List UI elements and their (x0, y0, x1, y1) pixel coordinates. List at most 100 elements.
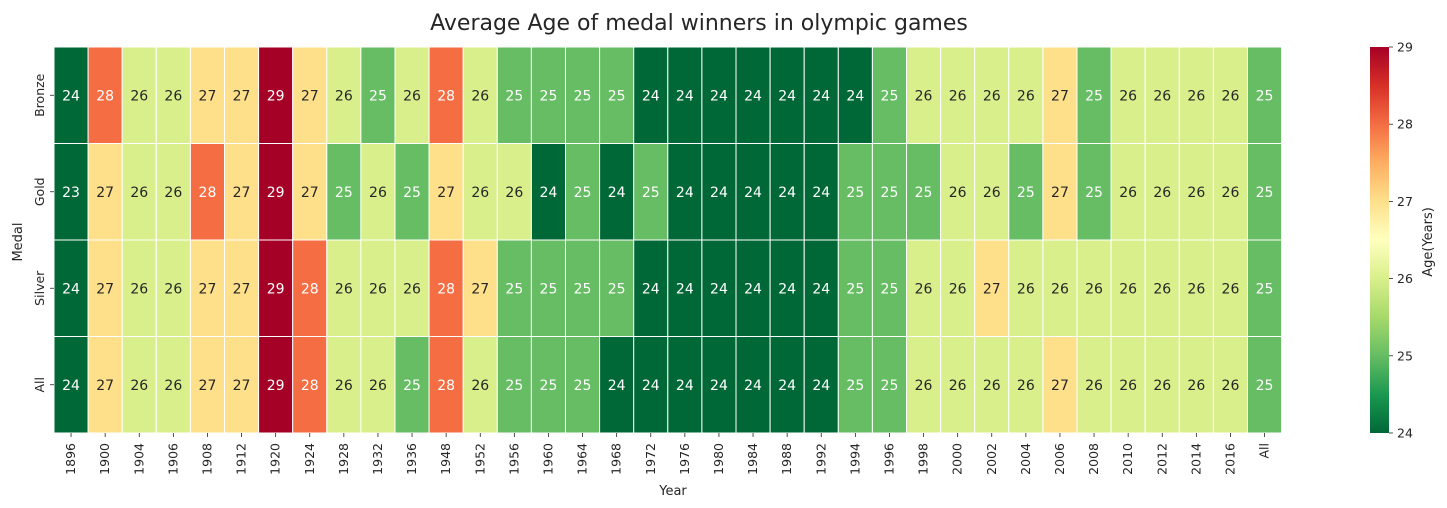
x-tick-label: All (1257, 443, 1272, 459)
cell-value-label: 26 (130, 378, 148, 394)
heatmap-cell (1076, 143, 1112, 241)
cell-value-label: 26 (1119, 88, 1137, 104)
heatmap-cell (394, 143, 430, 241)
cell-value-label: 29 (267, 88, 285, 104)
colorbar-gradient (1370, 47, 1389, 433)
cell-value-label: 26 (1187, 378, 1205, 394)
cell-value-label: 23 (62, 185, 80, 201)
cell-value-label: 25 (540, 378, 558, 394)
cell-value-label: 26 (1222, 88, 1240, 104)
cell-value-label: 24 (62, 281, 80, 297)
cell-value-label: 24 (642, 88, 660, 104)
heatmap-cell (1247, 46, 1283, 144)
cell-value-label: 25 (915, 185, 933, 201)
heatmap-cell (360, 46, 396, 144)
cell-value-label: 28 (437, 378, 455, 394)
heatmap-cell (701, 46, 737, 144)
cell-value-label: 26 (983, 378, 1001, 394)
heatmap-cell (599, 143, 635, 241)
cell-value-label: 26 (505, 185, 523, 201)
cell-value-label: 26 (335, 281, 353, 297)
cell-value-label: 26 (1153, 378, 1171, 394)
x-tick-label: 2016 (1222, 443, 1237, 475)
cell-value-label: 26 (130, 88, 148, 104)
cell-value-label: 26 (983, 88, 1001, 104)
cell-value-label: 26 (1153, 185, 1171, 201)
heatmap-cell (701, 336, 737, 434)
cell-value-label: 25 (846, 185, 864, 201)
heatmap-cell (530, 239, 567, 337)
x-tick-label: 1936 (404, 443, 419, 475)
cell-value-label: 28 (96, 88, 114, 104)
heatmap-cell (189, 336, 225, 434)
heatmap-cell (1247, 336, 1283, 434)
heatmap-cell (189, 239, 225, 337)
heatmap-cell (496, 143, 532, 241)
y-tick-labels: Bronze Gold Silver All (32, 73, 54, 393)
cell-value-label: 26 (915, 378, 933, 394)
colorbar-tick-label: 28 (1397, 117, 1413, 132)
cell-value-label: 26 (403, 281, 421, 297)
cell-value-label: 24 (812, 281, 830, 297)
cell-value-label: 25 (1017, 185, 1035, 201)
colorbar-tick-label: 27 (1397, 194, 1413, 209)
heatmap-cell (701, 143, 737, 241)
cell-value-label: 26 (335, 88, 353, 104)
x-tick-label: 1900 (97, 443, 112, 475)
heatmap-cell (1144, 143, 1180, 241)
cell-value-label: 29 (267, 378, 285, 394)
cell-value-label: 24 (710, 281, 728, 297)
cell-value-label: 25 (608, 88, 626, 104)
cell-value-label: 25 (540, 88, 558, 104)
heatmap-cell (906, 239, 942, 337)
cell-value-label: 27 (437, 185, 455, 201)
heatmap-cell (667, 336, 703, 434)
cell-value-label: 26 (164, 378, 182, 394)
cell-value-label: 27 (199, 378, 217, 394)
heatmap-cell (360, 143, 396, 241)
heatmap-cell (428, 46, 464, 144)
x-tick-label: 1906 (165, 443, 180, 475)
cell-value-label: 26 (164, 88, 182, 104)
heatmap-cell (940, 46, 976, 144)
cell-value-label: 27 (233, 185, 251, 201)
cell-value-label: 24 (710, 185, 728, 201)
x-tick-label: 1932 (370, 443, 385, 475)
heatmap-cell (496, 46, 532, 144)
colorbar-label: Age(Years) (1421, 207, 1436, 277)
cell-value-label: 28 (301, 281, 319, 297)
heatmap-cell (906, 336, 942, 434)
cell-value-label: 27 (1051, 185, 1069, 201)
heatmap-cell (224, 46, 260, 144)
cell-value-label: 24 (62, 378, 80, 394)
cell-value-label: 25 (540, 281, 558, 297)
heatmap-cell (735, 46, 771, 144)
cell-value-label: 27 (983, 281, 1001, 297)
heatmap-cell (121, 239, 157, 337)
cell-value-label: 25 (505, 378, 523, 394)
cell-value-label: 26 (130, 281, 148, 297)
cell-value-label: 29 (267, 185, 285, 201)
heatmap-cell (1076, 336, 1112, 434)
cell-value-label: 26 (471, 378, 489, 394)
cell-value-label: 24 (812, 88, 830, 104)
heatmap-cell (667, 46, 703, 144)
heatmap-cell (1178, 336, 1214, 434)
y-tick-label: Gold (32, 177, 47, 206)
heatmap-cell (326, 143, 362, 241)
y-tick-label: Silver (32, 270, 47, 306)
cell-value-label: 26 (164, 281, 182, 297)
heatmap-cell (360, 336, 396, 434)
heatmap-cell (565, 239, 601, 337)
heatmap-cell (224, 143, 260, 241)
cell-value-label: 27 (1051, 88, 1069, 104)
colorbar-tick-label: 24 (1397, 426, 1413, 441)
cell-value-label: 25 (505, 88, 523, 104)
x-tick-label: 2002 (984, 443, 999, 475)
heatmap-cell (496, 336, 532, 434)
heatmap-cell (803, 239, 839, 337)
heatmap-cell (974, 239, 1010, 337)
cell-value-label: 25 (846, 378, 864, 394)
heatmap-cell (769, 46, 805, 144)
x-tick-label: 1960 (540, 443, 555, 475)
